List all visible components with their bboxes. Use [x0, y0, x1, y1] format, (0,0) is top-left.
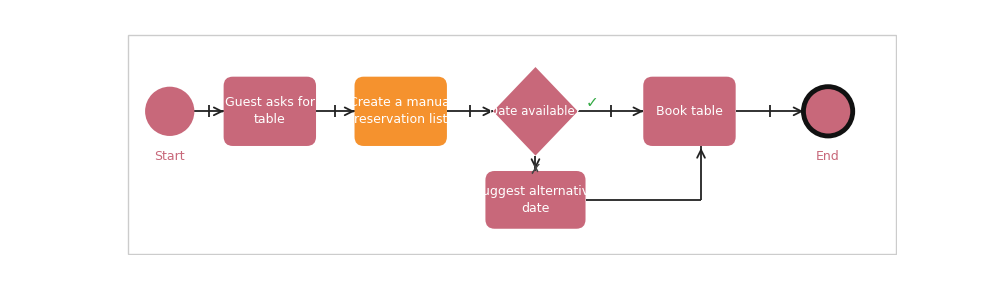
Circle shape — [145, 87, 195, 136]
Text: Guest asks for
table: Guest asks for table — [225, 96, 315, 126]
FancyBboxPatch shape — [486, 171, 585, 229]
Text: Date available?: Date available? — [490, 105, 581, 118]
Text: ✓: ✓ — [585, 95, 598, 110]
Text: End: End — [816, 150, 840, 163]
Circle shape — [803, 87, 853, 136]
Text: Suggest alternative
date: Suggest alternative date — [475, 185, 597, 215]
Text: Book table: Book table — [656, 105, 723, 118]
FancyBboxPatch shape — [355, 77, 447, 146]
FancyBboxPatch shape — [224, 77, 316, 146]
Text: ✗: ✗ — [529, 162, 541, 176]
FancyBboxPatch shape — [643, 77, 735, 146]
Polygon shape — [494, 67, 577, 156]
Text: Create a manual
reservation list: Create a manual reservation list — [349, 96, 453, 126]
Text: Start: Start — [155, 150, 185, 163]
